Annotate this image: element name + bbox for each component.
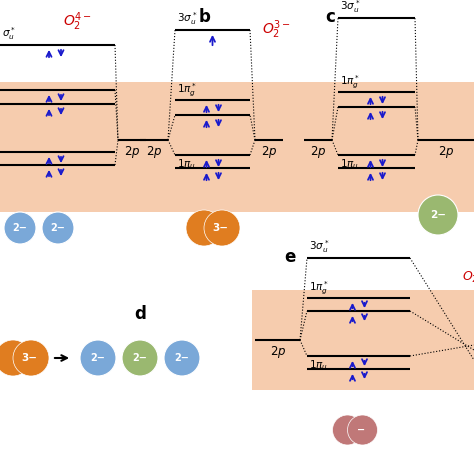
Text: 3−: 3− — [21, 353, 37, 363]
Circle shape — [80, 340, 116, 376]
Circle shape — [0, 340, 31, 376]
Circle shape — [4, 212, 36, 244]
Circle shape — [164, 340, 200, 376]
Text: $3\sigma_u^*$: $3\sigma_u^*$ — [177, 10, 198, 27]
Text: 3−: 3− — [212, 223, 228, 233]
Text: $2p$: $2p$ — [124, 144, 140, 160]
Text: $1\pi_g^*$: $1\pi_g^*$ — [309, 280, 329, 297]
Circle shape — [186, 210, 222, 246]
Circle shape — [347, 415, 377, 445]
Text: $O_2^{4-}$: $O_2^{4-}$ — [64, 10, 92, 33]
Text: $\sigma_u^*$: $\sigma_u^*$ — [2, 25, 16, 42]
Text: $1\pi_u$: $1\pi_u$ — [309, 358, 328, 372]
Text: $2p$: $2p$ — [310, 144, 326, 160]
Text: c: c — [325, 8, 335, 26]
Text: $2p$: $2p$ — [261, 144, 277, 160]
Circle shape — [332, 415, 363, 445]
Bar — [0, 82, 474, 212]
Text: −: − — [357, 425, 365, 435]
Text: b: b — [199, 8, 211, 26]
Text: 2−: 2− — [430, 210, 446, 220]
Text: $1\pi_u$: $1\pi_u$ — [340, 157, 359, 171]
Text: 2−: 2− — [174, 353, 190, 363]
Text: e: e — [284, 248, 296, 266]
Text: $2p$: $2p$ — [270, 344, 286, 360]
Circle shape — [418, 195, 458, 235]
Circle shape — [122, 340, 158, 376]
Circle shape — [42, 212, 74, 244]
Circle shape — [204, 210, 240, 246]
Text: $1\pi_g^*$: $1\pi_g^*$ — [340, 73, 360, 91]
Bar — [252, 290, 474, 390]
Text: $2p$: $2p$ — [146, 144, 162, 160]
Text: $3\sigma_u^*$: $3\sigma_u^*$ — [340, 0, 360, 15]
Text: $O_2$: $O_2$ — [462, 270, 474, 285]
Text: $2p$: $2p$ — [438, 144, 454, 160]
Text: $1\pi_u$: $1\pi_u$ — [177, 157, 196, 171]
Circle shape — [13, 340, 49, 376]
Text: d: d — [134, 305, 146, 323]
Text: $O_2^{3-}$: $O_2^{3-}$ — [262, 18, 291, 41]
Text: 2−: 2− — [51, 223, 65, 233]
Text: 2−: 2− — [133, 353, 147, 363]
Text: 2−: 2− — [91, 353, 105, 363]
Text: $3\sigma_u^*$: $3\sigma_u^*$ — [309, 238, 329, 255]
Text: $1\pi_g^*$: $1\pi_g^*$ — [177, 82, 197, 99]
Text: 2−: 2− — [13, 223, 27, 233]
